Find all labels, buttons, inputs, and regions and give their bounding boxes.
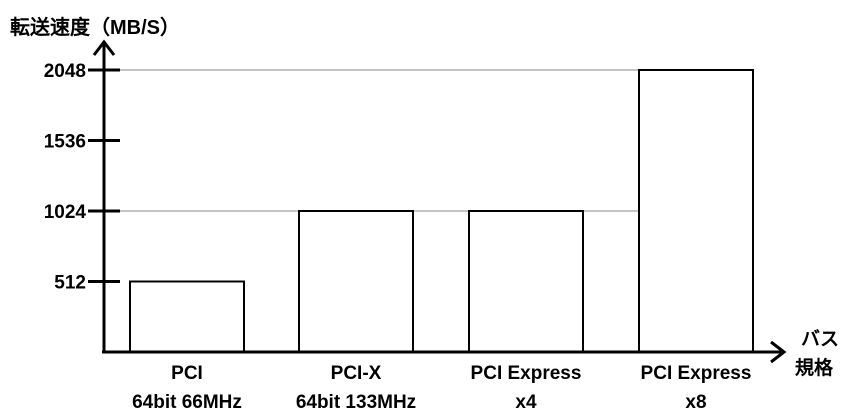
x-category-label: PCI-X: [331, 363, 382, 384]
x-axis-arrowhead: [770, 340, 787, 364]
x-category-label: PCI Express: [471, 363, 582, 384]
bar: [638, 69, 754, 353]
bar: [129, 280, 245, 353]
y-tick-label: 1024: [44, 202, 87, 223]
x-category-label: PCI: [171, 363, 203, 384]
bar: [468, 210, 584, 353]
y-ticks: 512 1024 1536 2048: [44, 61, 120, 294]
y-tick-label: 1536: [44, 132, 86, 153]
labels: 転送速度（MB/S） バス 規格 PCI 64bit 66MHz PCI-X 64bi…: [10, 15, 839, 413]
y-axis-title: 転送速度（MB/S）: [10, 15, 180, 39]
x-axis-title-line2: 規格: [795, 356, 834, 379]
x-category-label: x4: [515, 392, 537, 410]
y-tick-label: 2048: [44, 61, 86, 82]
bars: [129, 69, 754, 353]
axes: [92, 39, 787, 364]
y-axis-arrowhead: [92, 39, 116, 56]
x-category-label: PCI Express: [641, 363, 752, 384]
x-category-label: x8: [685, 392, 706, 410]
y-tick-label: 512: [54, 273, 86, 294]
bar: [298, 210, 414, 353]
x-axis-title-line1: バス: [801, 328, 839, 350]
x-category-label: 64bit 133MHz: [296, 392, 416, 410]
x-category-label: 64bit 66MHz: [132, 392, 242, 410]
